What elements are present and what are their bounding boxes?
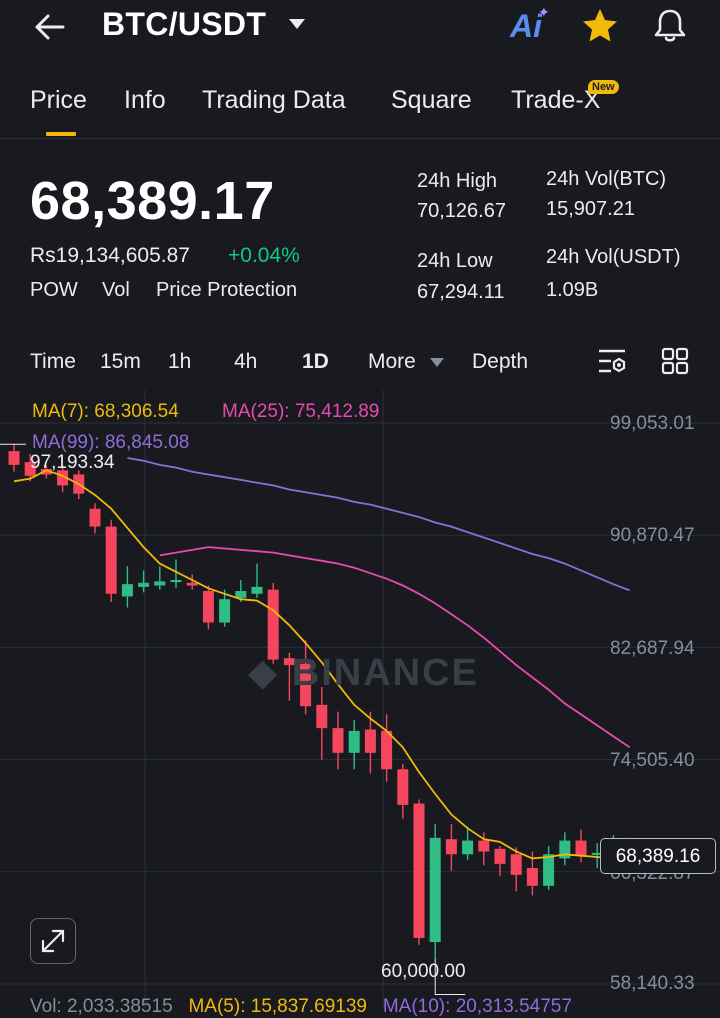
back-arrow-icon[interactable] bbox=[30, 10, 70, 44]
vol-text: Vol: 2,033.38515 bbox=[30, 996, 173, 1017]
ma25-line bbox=[159, 546, 631, 748]
vol-btc-label: 24h Vol(BTC) bbox=[546, 168, 667, 190]
indicator-settings-icon[interactable] bbox=[597, 346, 627, 376]
ma99-line bbox=[127, 457, 630, 592]
candle-body bbox=[251, 586, 263, 594]
candle-body bbox=[138, 582, 150, 587]
low-value: 67,294.11 bbox=[417, 281, 505, 303]
ma7-legend: MA(7): 68,306.54 bbox=[32, 401, 179, 422]
candle-body bbox=[89, 508, 101, 527]
pair-title[interactable]: BTC/USDT bbox=[102, 6, 267, 42]
candle-body bbox=[413, 803, 425, 938]
vol-ma10-text: MA(10): 20,313.54757 bbox=[382, 996, 572, 1017]
y-axis-label: 74,505.40 bbox=[610, 750, 695, 771]
volume-legend: Vol: 2,033.38515 MA(5): 15,837.69139 MA(… bbox=[30, 996, 572, 1018]
high-label: 24h High bbox=[417, 170, 498, 192]
header-divider bbox=[0, 138, 720, 139]
candle-body bbox=[316, 704, 328, 729]
candle-body bbox=[510, 854, 522, 875]
price-change: +0.04% bbox=[228, 244, 300, 267]
candle-body bbox=[154, 581, 166, 586]
star-icon[interactable] bbox=[580, 6, 620, 46]
candle-body bbox=[202, 591, 214, 623]
candle-body bbox=[591, 852, 603, 855]
expand-chart-button[interactable] bbox=[30, 918, 76, 964]
candle-body bbox=[57, 470, 69, 486]
candle-body bbox=[494, 848, 506, 864]
high-annotation: 97,193.34 bbox=[30, 452, 115, 473]
y-axis-label: 58,140.33 bbox=[610, 973, 695, 994]
ma25-legend: MA(25): 75,412.89 bbox=[222, 401, 380, 422]
tab-trade-x[interactable]: Trade-X bbox=[511, 86, 601, 114]
ma99-legend: MA(99): 86,845.08 bbox=[32, 432, 190, 453]
vol-usdt-label: 24h Vol(USDT) bbox=[546, 246, 681, 268]
y-axis-label: 82,687.94 bbox=[610, 638, 695, 659]
bell-icon[interactable] bbox=[650, 6, 690, 46]
candle-body bbox=[348, 730, 360, 753]
candle-body bbox=[332, 728, 344, 753]
tf-15m[interactable]: 15m bbox=[100, 350, 141, 373]
candlestick-chart[interactable] bbox=[0, 390, 720, 1008]
high-value: 70,126.67 bbox=[417, 200, 506, 222]
candle-body bbox=[121, 584, 133, 597]
active-tab-indicator bbox=[46, 132, 76, 136]
vol-ma5-text: MA(5): 15,837.69139 bbox=[188, 996, 367, 1017]
tag-vol[interactable]: Vol bbox=[102, 279, 130, 301]
tab-info[interactable]: Info bbox=[124, 86, 166, 114]
tf-4h[interactable]: 4h bbox=[234, 350, 258, 373]
tf-more[interactable]: More bbox=[368, 350, 416, 373]
more-chevron-icon[interactable] bbox=[430, 358, 444, 367]
candle-body bbox=[543, 854, 555, 886]
tab-trading-data[interactable]: Trading Data bbox=[202, 86, 346, 114]
ai-icon[interactable]: Ai ✦ bbox=[510, 4, 550, 44]
candle-body bbox=[397, 769, 409, 805]
low-annotation-line bbox=[434, 958, 466, 995]
y-axis-label: 99,053.01 bbox=[610, 413, 695, 434]
y-axis-label: 90,870.47 bbox=[610, 525, 695, 546]
tab-square[interactable]: Square bbox=[391, 86, 472, 114]
candle-body bbox=[267, 589, 279, 660]
candle-body bbox=[575, 840, 587, 856]
candle-body bbox=[283, 658, 295, 666]
tf-time[interactable]: Time bbox=[30, 350, 76, 373]
expand-icon bbox=[41, 929, 65, 953]
candle-body bbox=[526, 867, 538, 886]
candle-body bbox=[559, 840, 571, 859]
candle-body bbox=[24, 462, 36, 476]
fiat-price: Rs19,134,605.87 bbox=[30, 244, 190, 267]
candle-body bbox=[186, 582, 198, 586]
candle-body bbox=[364, 729, 376, 753]
candle-body bbox=[40, 468, 52, 475]
grid-layout-icon[interactable] bbox=[660, 346, 690, 376]
vol-usdt-value: 1.09B bbox=[546, 279, 599, 301]
tf-depth[interactable]: Depth bbox=[472, 350, 529, 373]
ma7-line bbox=[13, 469, 631, 860]
candle-body bbox=[105, 526, 117, 594]
candle-body bbox=[219, 599, 231, 623]
last-price-marker[interactable]: 68,389.16 bbox=[600, 838, 716, 874]
candle-body bbox=[8, 451, 20, 465]
tag-price-protection[interactable]: Price Protection bbox=[156, 279, 298, 301]
candle-body bbox=[300, 663, 312, 707]
chevron-down-icon[interactable] bbox=[288, 18, 306, 30]
candle-body bbox=[429, 837, 441, 943]
binance-watermark: ◆ BINANCE bbox=[248, 652, 479, 694]
candle-body bbox=[445, 839, 457, 855]
low-label: 24h Low bbox=[417, 250, 493, 272]
vol-btc-value: 15,907.21 bbox=[546, 198, 635, 220]
candle-body bbox=[478, 840, 490, 852]
last-price: 68,389.17 bbox=[30, 171, 275, 231]
candle-body bbox=[235, 591, 247, 598]
candle-body bbox=[170, 580, 182, 583]
low-annotation: 60,000.00 bbox=[381, 961, 466, 982]
tab-price[interactable]: Price bbox=[30, 86, 87, 114]
candle-body bbox=[381, 730, 393, 770]
tf-1d[interactable]: 1D bbox=[302, 350, 329, 373]
tag-pow[interactable]: POW bbox=[30, 279, 78, 301]
tf-1h[interactable]: 1h bbox=[168, 350, 192, 373]
candle-body bbox=[462, 840, 474, 855]
new-badge: New bbox=[588, 80, 619, 94]
